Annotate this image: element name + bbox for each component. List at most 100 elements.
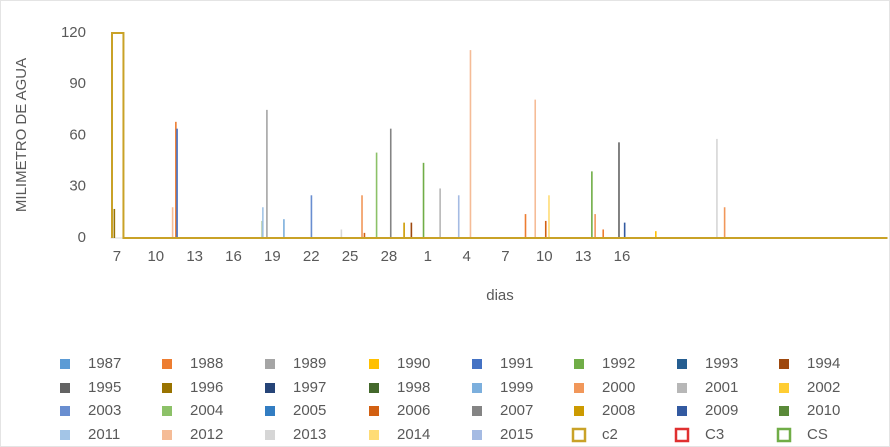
x-tick-label: 25 [342,248,359,265]
legend-label: 2014 [397,426,430,443]
bar [171,207,174,238]
legend-swatch [571,427,587,443]
legend-swatch [60,406,70,416]
legend-label: 1997 [293,379,326,396]
legend-swatch [369,430,379,440]
legend-label: 2009 [705,402,738,419]
bar [283,219,285,238]
legend-swatch [472,406,482,416]
bar [410,222,413,238]
legend-label: 1993 [705,355,738,372]
bar [723,207,726,238]
legend-label: 2005 [293,402,326,419]
legend-swatch [60,430,70,440]
legend-swatch [60,359,70,369]
y-tick-label: 90 [69,75,86,92]
y-tick-label: 0 [78,229,86,246]
legend-label: 1989 [293,355,326,372]
legend-label: 2003 [88,402,121,419]
legend-swatch [60,383,70,393]
bar [655,231,657,238]
legend-swatch [472,430,482,440]
step-line [111,32,888,239]
x-tick-label: 22 [303,248,320,265]
x-tick-label: 10 [147,248,164,265]
bar [262,207,264,238]
x-tick-label: 19 [264,248,281,265]
bar [594,214,596,238]
legend-label: 1999 [500,379,533,396]
bar [266,109,268,238]
bar [716,138,718,238]
legend-swatch [369,383,379,393]
legend-label: 1988 [190,355,223,372]
legend-swatch [674,427,690,443]
legend-swatch [472,383,482,393]
bar [389,128,392,238]
legend-label: 1994 [807,355,840,372]
legend-label: 2007 [500,402,533,419]
legend-label: 1987 [88,355,121,372]
legend-swatch [776,427,792,443]
legend-label: 1990 [397,355,430,372]
x-tick-label: 7 [113,248,121,265]
bar [175,121,177,238]
legend-swatch [677,406,687,416]
bar [363,232,366,238]
legend-label: 1992 [602,355,635,372]
legend-label: 2013 [293,426,326,443]
legend-label: 2010 [807,402,840,419]
x-tick-label: 16 [614,248,631,265]
legend-label: 2008 [602,402,635,419]
bar [457,195,460,238]
bar [618,142,620,238]
x-tick-label: 1 [424,248,432,265]
x-tick-label: 4 [462,248,470,265]
bar [534,99,537,238]
bar [310,195,313,238]
bar [113,208,116,238]
bar [469,50,472,239]
bar [524,214,527,238]
legend-swatch [779,406,789,416]
legend-swatch [265,359,275,369]
x-tick-label: 16 [225,248,242,265]
legend-label: 2011 [88,426,120,443]
legend-label: 1995 [88,379,121,396]
x-tick-label: 10 [536,248,553,265]
legend-label: CS [807,426,828,443]
legend-swatch [265,406,275,416]
bar [176,128,178,238]
legend-swatch [162,430,172,440]
legend-label: 2015 [500,426,533,443]
bar [548,195,550,238]
legend-swatch [779,359,789,369]
x-tick-label: 7 [501,248,509,265]
legend-label: 2001 [705,379,738,396]
legend-label: 2000 [602,379,635,396]
y-tick-label: 120 [61,24,86,41]
bar [602,229,605,238]
legend-swatch [574,406,584,416]
bar [422,162,425,238]
x-axis-label: dias [486,287,514,304]
bar [375,152,378,238]
legend-label: 2006 [397,402,430,419]
bar [544,220,547,238]
legend-label: 1996 [190,379,223,396]
bar [439,188,441,238]
bar [591,171,593,238]
y-tick-label: 60 [69,126,86,143]
legend-swatch [472,359,482,369]
legend-swatch [162,406,172,416]
x-tick-label: 28 [381,248,398,265]
y-tick-label: 30 [69,178,86,195]
legend-label: 2012 [190,426,223,443]
y-axis-label: MILIMETRO DE AGUA [13,58,30,212]
legend-swatch [677,383,687,393]
legend-swatch [369,359,379,369]
legend-swatch [162,359,172,369]
bar [361,195,363,238]
legend-label: 1991 [500,355,533,372]
legend-label: 2002 [807,379,840,396]
